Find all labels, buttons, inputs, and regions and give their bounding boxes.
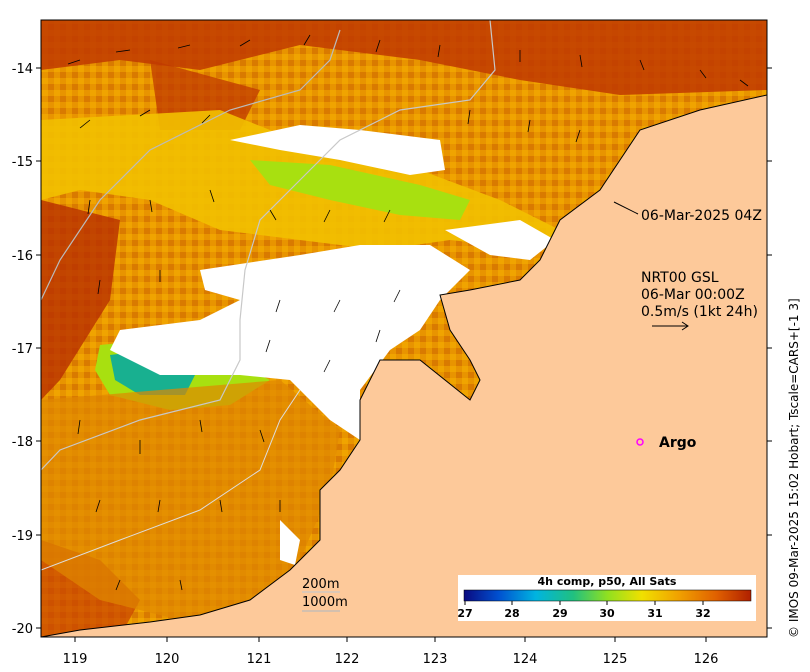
x-tick-label: 119: [63, 652, 88, 667]
x-tick-label: 125: [603, 652, 628, 667]
y-axis: [36, 67, 41, 629]
plot-area: [41, 20, 767, 637]
colorbar-tick: 31: [647, 607, 662, 620]
right-axis: [767, 67, 772, 629]
y-tick-label: -14: [12, 62, 33, 77]
x-axis: [74, 637, 707, 642]
colorbar-tick: 30: [599, 607, 615, 620]
current-legend-line1: NRT00 GSL: [641, 270, 719, 286]
current-legend-line2: 06-Mar 00:00Z: [641, 287, 745, 303]
x-tick-label: 123: [423, 652, 448, 667]
y-tick-label: -17: [12, 342, 33, 357]
y-tick-label: -16: [12, 249, 33, 264]
plot-frame: [40, 19, 768, 638]
colorbar-tick: 29: [552, 607, 567, 620]
y-tick-label: -15: [12, 155, 33, 170]
credit-text: © IMOS 09-Mar-2025 15:02 Hobart; Tscale=…: [787, 298, 801, 638]
x-tick-label: 124: [513, 652, 538, 667]
current-legend-line3: 0.5m/s (1kt 24h): [641, 304, 758, 320]
colorbar-title: 4h comp, p50, All Sats: [538, 575, 677, 588]
current-vectors: [67, 34, 749, 591]
colorbar-tick: 28: [504, 607, 519, 620]
colorbar-gradient: [463, 589, 752, 602]
y-tick-label: -19: [12, 529, 33, 544]
y-tick-label: -20: [12, 622, 33, 637]
argo-label: Argo: [659, 435, 697, 451]
colorbar-tick: 32: [695, 607, 710, 620]
colorbar: 4h comp, p50, All Sats 27 28 29 30 31 32: [457, 575, 756, 621]
y-tick-label: -18: [12, 435, 33, 450]
timestamp-pointer: [613, 201, 639, 215]
timestamp-label: 06-Mar-2025 04Z: [641, 208, 762, 224]
contour-200m: [41, 20, 496, 471]
x-tick-label: 121: [247, 652, 272, 667]
colorbar-tick: 27: [457, 607, 472, 620]
argo-marker-icon: [636, 438, 644, 446]
x-tick-label: 120: [155, 652, 180, 667]
current-scale-arrow: [652, 321, 689, 331]
x-tick-label: 126: [694, 652, 719, 667]
x-tick-label: 122: [335, 652, 360, 667]
y-tick-labels: -14 -15 -16 -17 -18 -19 -20: [12, 62, 33, 637]
contour-1000m: [41, 29, 341, 301]
land-mass: [41, 94, 767, 637]
depth-legend-200m: 200m: [302, 577, 339, 592]
x-tick-labels: 119 120 121 122 123 124 125 126: [63, 652, 719, 667]
depth-legend-1000m: 1000m: [302, 595, 348, 610]
